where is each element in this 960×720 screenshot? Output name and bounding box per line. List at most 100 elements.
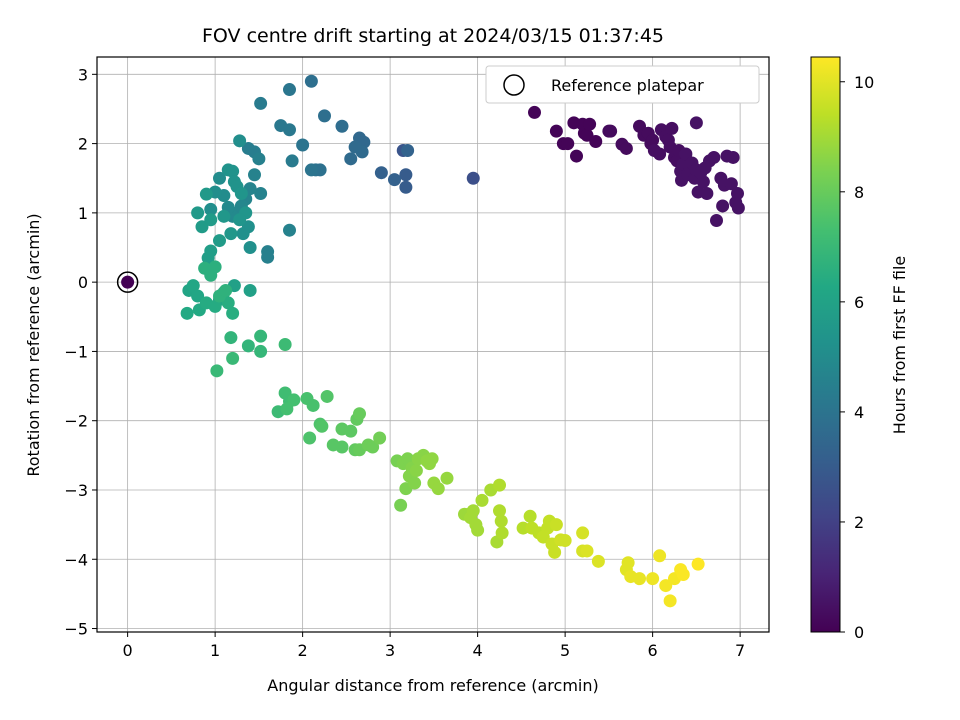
scatter-point [549,518,563,532]
scatter-point [254,329,268,343]
scatter-point [696,175,710,189]
scatter-point [278,338,292,351]
scatter-point [243,283,257,297]
scatter-point [589,135,603,149]
scatter-point [493,504,506,518]
scatter-point [283,123,296,137]
colorbar: 0 2 4 6 8 10 Hours from first FF file [810,56,909,642]
scatter-point [318,109,331,123]
scatter-point [591,554,605,568]
scatter-point [304,163,318,177]
x-tick-label: 0 [123,641,133,660]
scatter-point [233,134,247,148]
x-tick-label: 1 [210,641,220,660]
scatter-point [186,279,200,293]
scatter-point [676,568,690,581]
scatter-point [219,283,233,297]
x-tick-label: 6 [648,641,658,660]
scatter-point [366,440,380,454]
colorbar-tick-label: 10 [854,73,874,92]
scatter-point [493,478,506,492]
scatter-point [252,152,266,166]
scatter-point [121,275,135,289]
scatter-point [210,364,224,378]
x-axis-label: Angular distance from reference (arcmin) [267,676,598,695]
x-tick-label: 2 [298,641,308,660]
scatter-points [116,74,745,608]
legend-box [485,65,760,104]
y-tick-label: −4 [64,550,88,569]
scatter-point [335,440,349,454]
scatter-point [408,476,422,490]
scatter-point [373,431,387,445]
scatter-point [700,186,714,200]
colorbar-tick-label: 2 [854,513,864,532]
legend-label-reference: Reference platepar [551,76,704,95]
scatter-point [399,168,413,182]
scatter-point [221,296,235,310]
x-tick-label: 3 [385,641,395,660]
scatter-point [213,171,226,185]
y-tick-label: −3 [64,481,88,500]
scatter-point [665,121,679,135]
scatter-point [261,250,275,264]
scatter-point [254,186,268,200]
scatter-point [724,177,738,191]
scatter-point [306,398,320,412]
scatter-point [494,514,508,528]
scatter-point [353,407,366,421]
colorbar-tick-label: 0 [854,623,864,642]
scatter-point [213,234,226,248]
scatter-point [243,241,257,255]
scatter-point [233,213,247,227]
scatter-point [191,206,205,220]
scatter-point [204,213,218,227]
scatter-point [374,166,388,180]
scatter-point [425,452,439,466]
scatter-point [180,306,194,320]
scatter-point [731,186,744,200]
y-tick-label: −5 [64,620,88,639]
scatter-point [495,526,509,540]
chart-title: FOV centre drift starting at 2024/03/15 … [202,25,664,47]
scatter-point [296,138,310,152]
scatter-point [431,482,445,496]
scatter-point [399,180,413,194]
scatter-point [475,493,489,507]
scatter-point [344,152,358,166]
scatter-point [663,594,677,608]
scatter-point [633,572,646,586]
y-axis-label: Rotation from reference (arcmin) [24,213,43,476]
scatter-point [409,464,423,478]
scatter-point [226,306,240,320]
colorbar-frame [810,56,841,633]
y-tick-label: −1 [64,342,88,361]
x-tick-label: 4 [473,641,483,660]
scatter-point [619,141,633,155]
colorbar-tick-label: 4 [854,403,864,422]
scatter-point [208,260,222,274]
scatter-point [217,209,231,223]
y-tick-label: 3 [78,65,88,84]
colorbar-gradient [811,57,840,632]
scatter-point [280,402,294,416]
scatter-point [226,164,240,178]
scatter-point [348,140,362,154]
scatter-point [195,220,209,234]
colorbar-tick-label: 6 [854,293,864,312]
scatter-point [646,133,660,147]
scatter-point [653,549,667,563]
scatter-point [224,331,238,345]
scatter-point [303,431,317,445]
colorbar-label: Hours from first FF file [890,256,909,435]
scatter-point [604,124,618,138]
scatter-point [201,251,215,265]
scatter-point [548,545,562,559]
scatter-point [285,154,299,168]
scatter-point [710,213,723,227]
scatter-point [689,116,703,130]
scatter-point [254,344,268,358]
scatter-point [528,105,541,119]
scatter-point [523,509,537,523]
scatter-point [287,393,301,407]
